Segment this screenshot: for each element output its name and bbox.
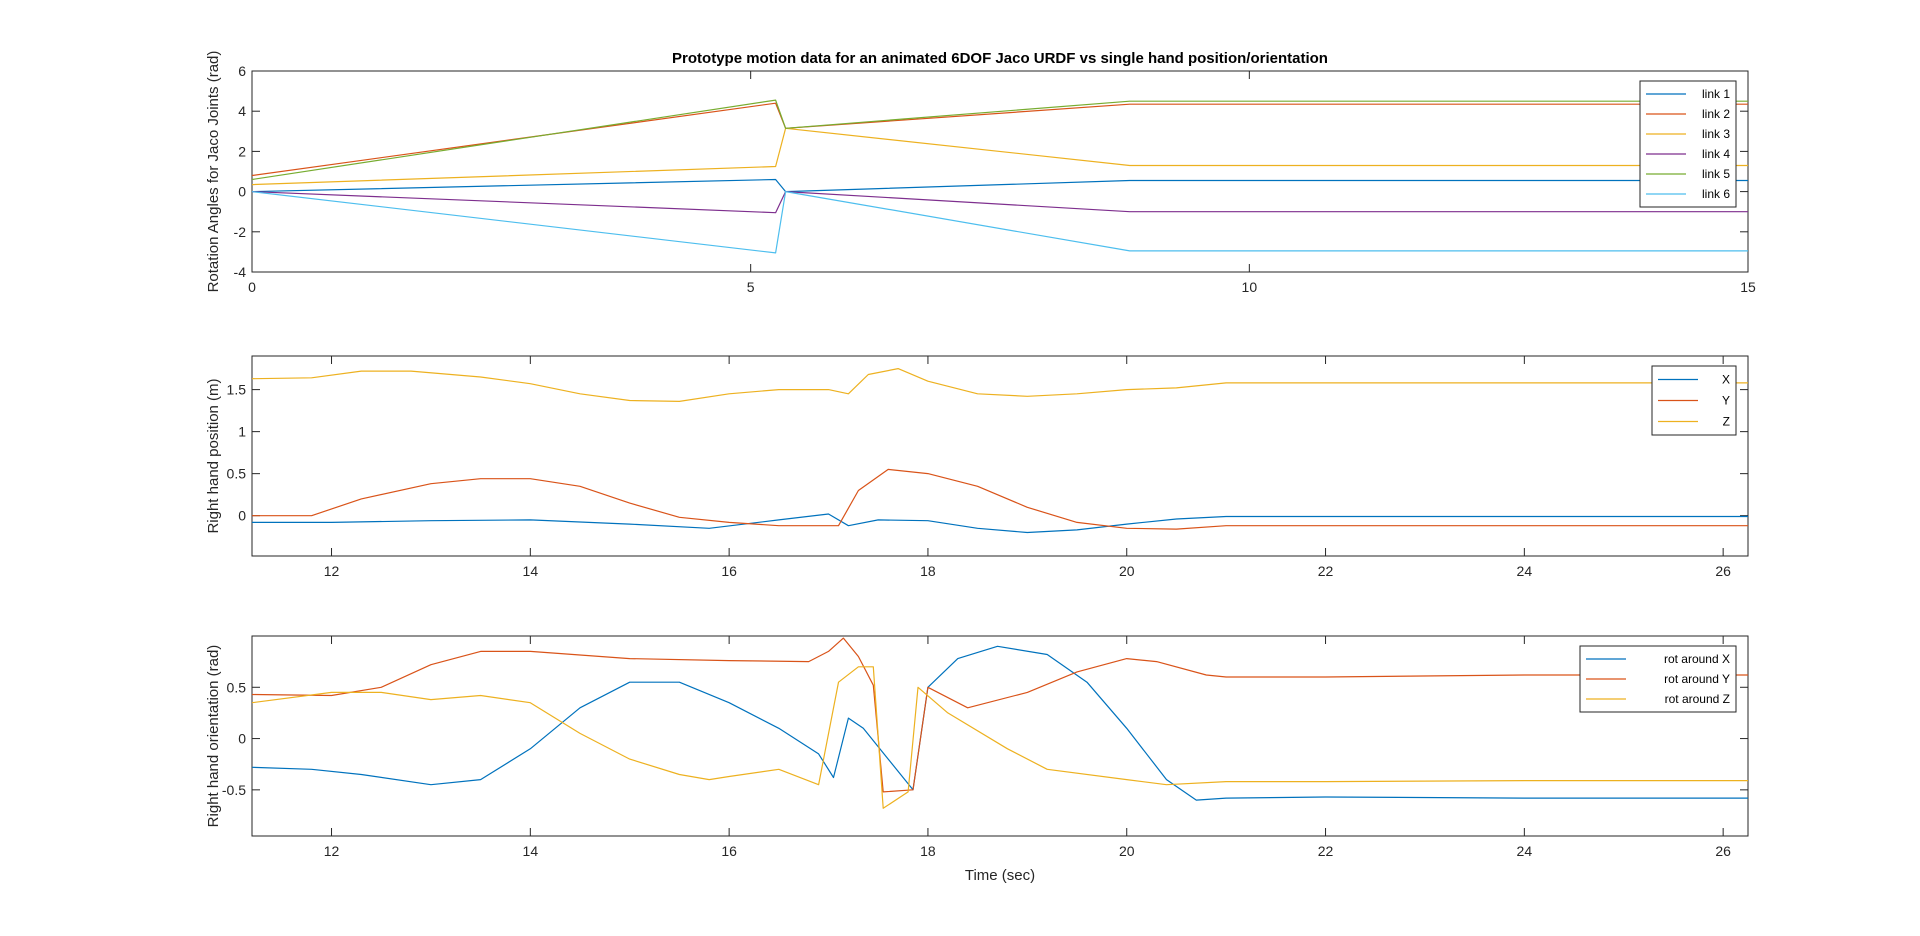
y-axis-label: Right hand orientation (rad)	[205, 645, 222, 828]
y-axis-label: Right hand position (m)	[205, 378, 222, 533]
x-tick-label: 14	[523, 563, 539, 579]
x-tick-label: 14	[523, 843, 539, 859]
x-tick-label: 26	[1715, 843, 1731, 859]
legend-label-link-3: link 3	[1702, 127, 1730, 141]
y-tick-label: 4	[238, 103, 246, 119]
x-tick-label: 22	[1318, 843, 1334, 859]
y-tick-label: 6	[238, 63, 246, 79]
x-tick-label: 0	[248, 279, 256, 295]
x-tick-label: 12	[324, 563, 340, 579]
x-tick-label: 24	[1517, 843, 1533, 859]
y-tick-label: -0.5	[222, 782, 246, 798]
legend: rot around X rot around Y rot around Z	[1579, 645, 1737, 713]
legend-label-x: X	[1722, 373, 1730, 387]
series-line-x	[252, 513, 1748, 534]
legend: link 1 link 2 link 3 link 4 link 5 link 6	[1639, 80, 1737, 208]
axes-box	[251, 635, 1749, 837]
legend-label-y: Y	[1722, 394, 1730, 408]
chart-joint-angles: 0 5 10 15 -4 -2 0 2 4 6 Prototype motion data for …	[205, 50, 1756, 295]
chart-hand-orientation: 12 14 16 18 20 22 24 26 -0.5 0 0.5 Right hand orien…	[205, 635, 1749, 884]
y-tick-label: 0	[238, 184, 246, 200]
legend-label-rot-around-x: rot around X	[1664, 652, 1730, 666]
y-tick-label: 1.5	[227, 382, 247, 398]
series-line-y	[252, 468, 1748, 530]
legend-box	[1639, 80, 1737, 208]
x-tick-label: 20	[1119, 563, 1135, 579]
x-tick-label: 5	[747, 279, 755, 295]
x-tick-label: 18	[920, 843, 936, 859]
y-tick-label: 0	[238, 508, 246, 524]
y-tick-label: -2	[234, 224, 247, 240]
y-axis-label: Rotation Angles for Jaco Joints (rad)	[205, 51, 222, 293]
x-tick-label: 26	[1715, 563, 1731, 579]
y-tick-label: 1	[238, 424, 246, 440]
chart-hand-position: 12 14 16 18 20 22 24 26 0 0.5 1 1.5 Right hand posit…	[205, 355, 1749, 579]
axes-box	[251, 355, 1749, 557]
x-tick-label: 18	[920, 563, 936, 579]
y-tick-label: 0.5	[227, 466, 247, 482]
legend-label-rot-around-y: rot around Y	[1664, 672, 1730, 686]
series-line-z	[252, 368, 1748, 402]
x-tick-label: 12	[324, 843, 340, 859]
y-tick-label: 0.5	[227, 679, 247, 695]
legend-label-link-2: link 2	[1702, 107, 1730, 121]
legend-label-link-4: link 4	[1702, 147, 1730, 161]
y-tick-label: 2	[238, 143, 246, 159]
y-tick-label: 0	[238, 731, 246, 747]
y-tick-label: -4	[234, 264, 247, 280]
x-tick-label: 15	[1740, 279, 1756, 295]
series-line-rot-around-x	[252, 645, 1748, 801]
legend-label-z: Z	[1723, 415, 1730, 429]
x-tick-label: 22	[1318, 563, 1334, 579]
legend-label-rot-around-z: rot around Z	[1665, 692, 1730, 706]
series-line-link-6	[252, 191, 1748, 254]
x-tick-label: 16	[721, 563, 737, 579]
legend: XYZ	[1651, 365, 1737, 436]
x-tick-label: 20	[1119, 843, 1135, 859]
legend-label-link-6: link 6	[1702, 187, 1730, 201]
x-tick-label: 24	[1517, 563, 1533, 579]
chart-title: Prototype motion data for an animated 6D…	[672, 50, 1328, 67]
x-tick-label: 10	[1242, 279, 1258, 295]
series-line-link-5	[252, 99, 1748, 181]
legend-label-link-5: link 5	[1702, 167, 1730, 181]
x-axis-label: Time (sec)	[965, 867, 1035, 884]
legend-label-link-1: link 1	[1702, 87, 1730, 101]
series-line-rot-around-z	[252, 666, 1748, 809]
x-tick-label: 16	[721, 843, 737, 859]
